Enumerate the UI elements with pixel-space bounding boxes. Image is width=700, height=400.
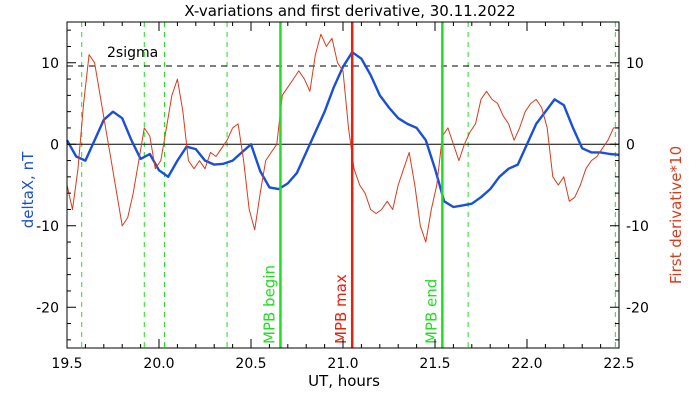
deltax-series-line	[65, 51, 620, 209]
x-tick-label-2: 20.5	[235, 356, 266, 372]
right-axis-label: First derivative*10	[667, 146, 685, 284]
y-right-tick-label-1: -10	[626, 219, 649, 235]
left-axis-label: deltaX, nT	[19, 151, 37, 228]
x-tick-label-0: 19.5	[51, 356, 82, 372]
y-left-tick-label-1: -10	[36, 219, 59, 235]
plot-area: 2sigma MPB begin MPB max MPB end 19.5 20.0 20.…	[36, 21, 649, 372]
threshold-label: 2sigma	[107, 45, 158, 61]
x-tick-label-4: 21.5	[419, 356, 450, 372]
derivative-series-line	[66, 33, 619, 243]
x-tick-label-5: 22.0	[511, 356, 542, 372]
x-tick-label-1: 20.0	[143, 356, 174, 372]
mpb-marker-label-0: MPB begin	[260, 265, 278, 344]
y-left-tick-label-3: 10	[41, 56, 59, 72]
mpb-marker-label-1: MPB max	[332, 274, 350, 344]
y-left-tick-label-2: 0	[50, 137, 59, 153]
y-right-tick-label-2: 0	[626, 137, 635, 153]
chart-title: X-variations and first derivative, 30.11…	[184, 2, 515, 20]
y-left-tick-label-0: -20	[36, 300, 59, 316]
mpb-marker-label-2: MPB end	[422, 279, 440, 344]
x-tick-label-3: 21.0	[327, 356, 358, 372]
y-right-tick-label-3: 10	[626, 56, 644, 72]
x-axis-label: UT, hours	[308, 372, 380, 390]
y-right-tick-label-0: -20	[626, 300, 649, 316]
x-tick-label-6: 22.5	[603, 356, 634, 372]
